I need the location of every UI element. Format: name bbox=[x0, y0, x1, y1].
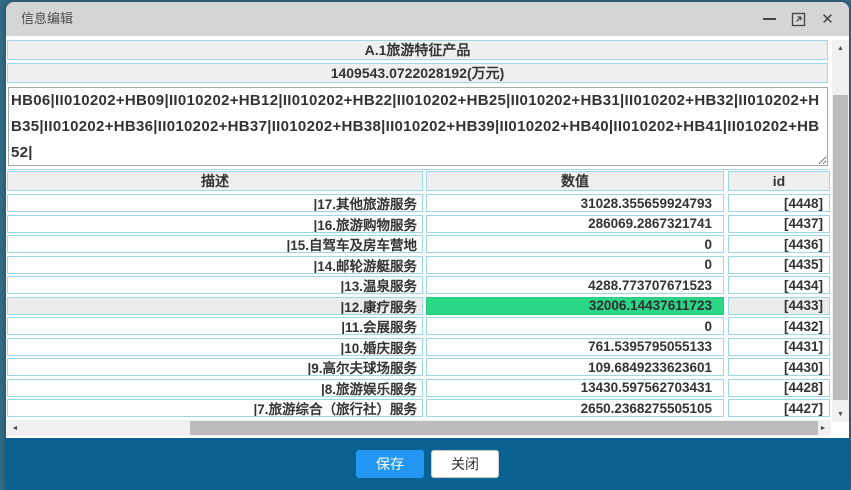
edit-dialog: 信息编辑 ✕ A.1旅游特征产品 1409543.0722028192(万元) … bbox=[6, 2, 849, 490]
table-row[interactable]: |11.会展服务 0 [4432] bbox=[6, 317, 849, 335]
desc-cell[interactable]: |17.其他旅游服务 bbox=[7, 194, 423, 212]
horizontal-scrollbar-thumb[interactable] bbox=[190, 421, 818, 435]
table-row[interactable]: |13.温泉服务 4288.773707671523 [4434] bbox=[6, 276, 849, 294]
id-cell[interactable]: [4435] bbox=[728, 255, 830, 274]
scroll-left-icon[interactable]: ◄ bbox=[11, 424, 19, 432]
value-cell[interactable]: 4288.773707671523 bbox=[426, 276, 724, 294]
section-title: A.1旅游特征产品 bbox=[364, 42, 471, 58]
desc-cell[interactable]: |14.邮轮游艇服务 bbox=[7, 255, 423, 274]
maximize-glyph bbox=[791, 12, 806, 26]
formula-textarea[interactable]: HB06|II010202+HB09|II010202+HB12|II01020… bbox=[8, 87, 828, 166]
desc-cell[interactable]: |12.康疗服务 bbox=[7, 296, 423, 315]
scroll-right-icon[interactable]: ► bbox=[819, 424, 827, 432]
column-header-value: 数值 bbox=[426, 171, 724, 191]
desc-cell[interactable]: |16.旅游购物服务 bbox=[7, 214, 423, 233]
window-controls: ✕ bbox=[761, 2, 836, 36]
dialog-titlebar[interactable]: 信息编辑 ✕ bbox=[6, 2, 849, 36]
desc-cell[interactable]: |9.高尔夫球场服务 bbox=[7, 358, 423, 376]
id-cell[interactable]: [4428] bbox=[728, 378, 830, 397]
dialog-title: 信息编辑 bbox=[21, 11, 74, 26]
value-cell[interactable]: 0 bbox=[426, 235, 724, 253]
table-row[interactable]: |17.其他旅游服务 31028.355659924793 [4448] bbox=[6, 194, 849, 212]
value-cell[interactable]: 761.5395795055133 bbox=[426, 337, 724, 356]
desc-cell[interactable]: |11.会展服务 bbox=[7, 317, 423, 335]
value-cell[interactable]: 0 bbox=[426, 317, 724, 335]
table-row[interactable]: |8.旅游娱乐服务 13430.597562703431 [4428] bbox=[6, 378, 849, 397]
desc-cell[interactable]: |10.婚庆服务 bbox=[7, 337, 423, 356]
value-cell[interactable]: 32006.14437611723 bbox=[426, 296, 724, 315]
table-row[interactable]: |15.自驾车及房车营地 0 [4436] bbox=[6, 235, 849, 253]
table-row[interactable]: |12.康疗服务 32006.14437611723 [4433] bbox=[6, 296, 849, 315]
desc-cell[interactable]: |7.旅游综合（旅行社）服务 bbox=[7, 399, 423, 417]
maximize-icon[interactable] bbox=[790, 11, 807, 28]
value-cell[interactable]: 0 bbox=[426, 255, 724, 274]
vertical-scrollbar[interactable]: ▲ ▼ bbox=[832, 40, 849, 422]
dialog-content: A.1旅游特征产品 1409543.0722028192(万元) HB06|II… bbox=[6, 36, 849, 438]
table-header: 描述 数值 id bbox=[6, 171, 849, 191]
table-row[interactable]: |9.高尔夫球场服务 109.6849233623601 [4430] bbox=[6, 358, 849, 376]
value-cell[interactable]: 2650.2368275505105 bbox=[426, 399, 724, 417]
total-value: 1409543.0722028192(万元) bbox=[330, 65, 505, 81]
id-cell[interactable]: [4433] bbox=[728, 296, 830, 315]
section-title-bar: A.1旅游特征产品 bbox=[7, 40, 828, 60]
scroll-down-icon[interactable]: ▼ bbox=[837, 410, 844, 418]
column-header-desc: 描述 bbox=[7, 171, 423, 191]
minimize-icon[interactable] bbox=[761, 11, 778, 28]
value-cell[interactable]: 286069.2867321741 bbox=[426, 214, 724, 233]
table-body: |17.其他旅游服务 31028.355659924793 [4448] |16.旅游… bbox=[6, 194, 849, 420]
id-cell[interactable]: [4436] bbox=[728, 235, 830, 253]
value-cell[interactable]: 13430.597562703431 bbox=[426, 378, 724, 397]
column-header-id: id bbox=[728, 171, 830, 191]
id-cell[interactable]: [4427] bbox=[728, 399, 830, 417]
table-row[interactable]: |16.旅游购物服务 286069.2867321741 [4437] bbox=[6, 214, 849, 233]
desc-cell[interactable]: |13.温泉服务 bbox=[7, 276, 423, 294]
dialog-footer: 保存 关闭 bbox=[6, 438, 849, 490]
id-cell[interactable]: [4434] bbox=[728, 276, 830, 294]
total-value-bar: 1409543.0722028192(万元) bbox=[7, 63, 828, 83]
minimize-bar bbox=[763, 18, 776, 20]
close-icon[interactable]: ✕ bbox=[821, 10, 834, 28]
table-row[interactable]: |14.邮轮游艇服务 0 [4435] bbox=[6, 255, 849, 274]
id-cell[interactable]: [4430] bbox=[728, 358, 830, 376]
value-cell[interactable]: 109.6849233623601 bbox=[426, 358, 724, 376]
id-cell[interactable]: [4437] bbox=[728, 214, 830, 233]
value-cell[interactable]: 31028.355659924793 bbox=[426, 194, 724, 212]
id-cell[interactable]: [4448] bbox=[728, 194, 830, 212]
divider-line bbox=[7, 169, 828, 170]
save-button[interactable]: 保存 bbox=[356, 450, 424, 478]
desc-cell[interactable]: |8.旅游娱乐服务 bbox=[7, 378, 423, 397]
id-cell[interactable]: [4431] bbox=[728, 337, 830, 356]
table-row[interactable]: |10.婚庆服务 761.5395795055133 [4431] bbox=[6, 337, 849, 356]
close-button[interactable]: 关闭 bbox=[431, 450, 499, 478]
id-cell[interactable]: [4432] bbox=[728, 317, 830, 335]
table-row[interactable]: |7.旅游综合（旅行社）服务 2650.2368275505105 [4427] bbox=[6, 399, 849, 417]
horizontal-scrollbar[interactable]: ◄ ► bbox=[7, 420, 831, 436]
desc-cell[interactable]: |15.自驾车及房车营地 bbox=[7, 235, 423, 253]
scroll-up-icon[interactable]: ▲ bbox=[837, 44, 844, 52]
vertical-scrollbar-thumb[interactable] bbox=[833, 95, 848, 400]
